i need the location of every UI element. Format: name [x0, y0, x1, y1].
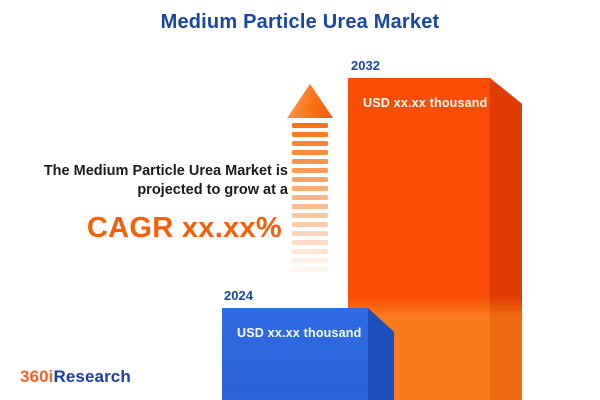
arrow-stripe [292, 159, 328, 164]
bar-2024-value-label: USD xx.xx thousand [237, 326, 362, 340]
arrow-stripe [292, 258, 328, 263]
arrow-stripe [292, 123, 328, 128]
bar-2032-side-face [490, 78, 522, 400]
logo-research: Research [53, 367, 131, 386]
description-line1: The Medium Particle Urea Market is [43, 163, 288, 179]
arrow-stripe [292, 249, 328, 254]
arrow-stripe [292, 177, 328, 182]
arrow-stripe [292, 213, 328, 218]
bar-2032-year-label: 2032 [351, 58, 380, 73]
arrow-stripe [292, 150, 328, 155]
arrow-stripe [292, 204, 328, 209]
arrow-stripe [292, 186, 328, 191]
brand-logo: 360iResearch [20, 367, 131, 387]
arrow-stripe [292, 168, 328, 173]
arrow-stripe [292, 132, 328, 137]
arrow-stripe [292, 141, 328, 146]
page-title: Medium Particle Urea Market [160, 11, 440, 33]
description-block: The Medium Particle Urea Market is proje… [10, 162, 288, 248]
arrow-stripe-tail [287, 123, 333, 272]
arrow-stripe [292, 267, 328, 272]
arrow-stripe [292, 195, 328, 200]
arrow-stripe [292, 240, 328, 245]
growth-arrow [287, 84, 333, 284]
bar-2032-value-label: USD xx.xx thousand [363, 96, 488, 110]
cagr-text: CAGR xx.xx% [86, 212, 282, 245]
arrow-stripe [292, 222, 328, 227]
logo-360i: 360i [20, 367, 54, 386]
arrow-up-icon [287, 84, 333, 118]
bar-2024-year-label: 2024 [224, 288, 253, 303]
bar-2024: USD xx.xx thousand [222, 308, 368, 400]
description-line2: projected to grow at a [137, 182, 288, 199]
arrow-stripe [292, 231, 328, 236]
